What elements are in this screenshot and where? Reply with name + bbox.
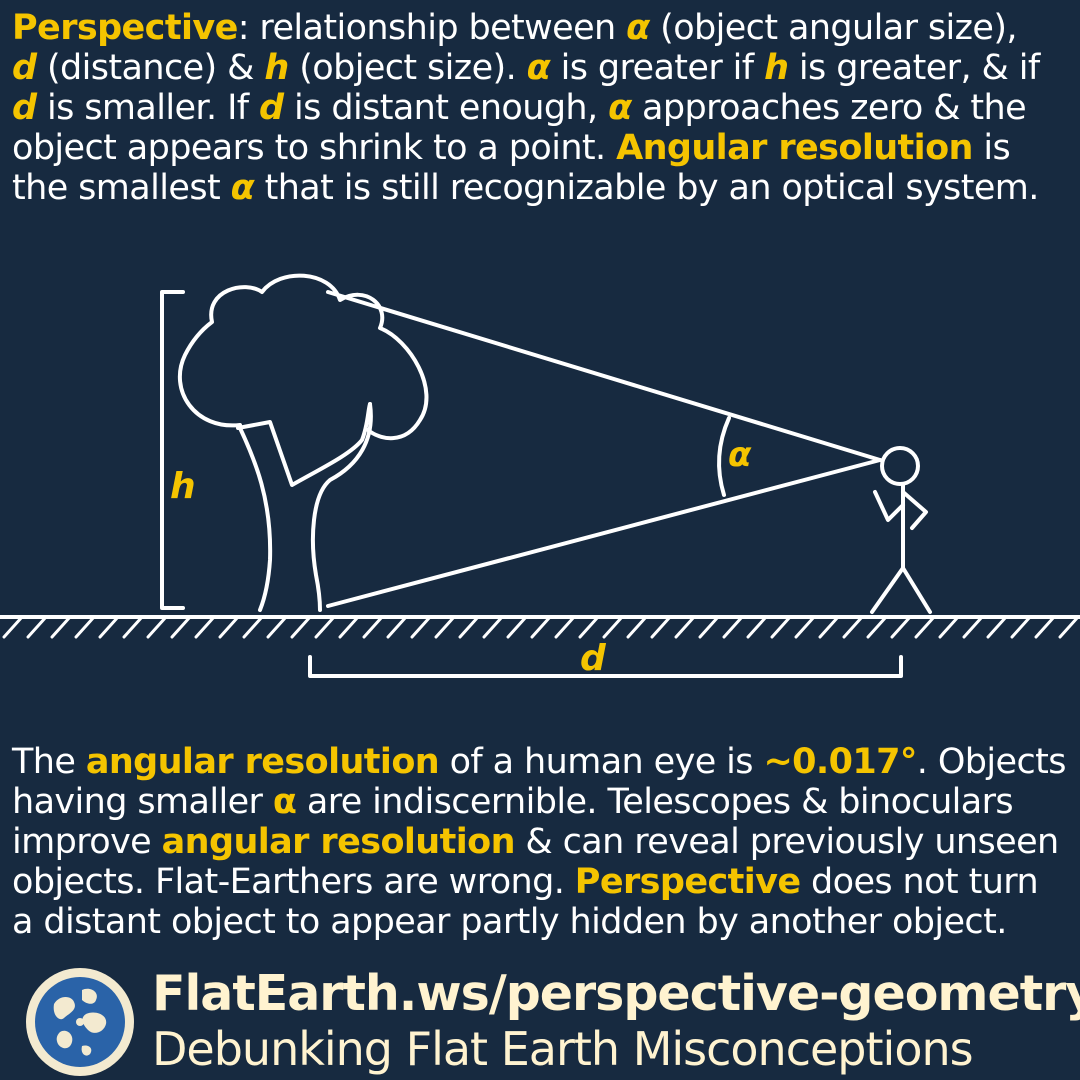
d-symbol: d xyxy=(12,48,37,88)
tree-trunk-left xyxy=(238,426,273,612)
outro-text: & can reveal previously unseen xyxy=(514,822,1059,862)
highlight-eye-resolution-value: ~0.017° xyxy=(763,742,917,782)
h-symbol: h xyxy=(764,48,789,88)
person-arm-left xyxy=(873,490,905,522)
d-bracket xyxy=(308,655,903,678)
intro-text: is xyxy=(972,128,1011,168)
tree-trunk-right xyxy=(311,402,373,612)
intro-text: (object size). xyxy=(288,48,527,88)
intro-text: (object angular size), xyxy=(649,8,1017,48)
outro-paragraph: The angular resolution of a human eye is… xyxy=(12,742,1072,942)
label-d: d xyxy=(580,638,607,679)
person-legs xyxy=(870,566,932,614)
outro-text: The xyxy=(12,742,86,782)
intro-text: that is still recognizable by an optical… xyxy=(254,168,1040,208)
outro-text: . Objects xyxy=(916,742,1067,782)
label-h: h xyxy=(170,466,196,507)
person-head xyxy=(880,446,920,486)
intro-text: is distant enough, xyxy=(283,88,609,128)
footer-tagline: Debunking Flat Earth Misconceptions xyxy=(152,1022,974,1076)
outro-text: objects. Flat-Earthers are wrong. xyxy=(12,862,575,902)
intro-text: (distance) & xyxy=(36,48,265,88)
outro-text: a distant object to appear partly hidden… xyxy=(12,902,1007,942)
outro-text: does not turn xyxy=(800,862,1039,902)
highlight-angular-resolution: angular resolution xyxy=(161,822,516,862)
alpha-symbol: α xyxy=(608,88,632,128)
person-arm-right xyxy=(901,490,928,530)
sight-line-top xyxy=(326,290,882,462)
alpha-arc xyxy=(717,416,731,497)
d-symbol: d xyxy=(12,88,37,128)
outro-text: improve xyxy=(12,822,162,862)
tree-crown xyxy=(178,273,429,441)
alpha-symbol: α xyxy=(626,8,650,48)
intro-text: object appears to shrink to a point. xyxy=(12,128,617,168)
flat-earth-globe-logo xyxy=(26,968,134,1076)
intro-text: is smaller. If xyxy=(36,88,260,128)
h-bracket xyxy=(160,290,185,610)
intro-text: the smallest xyxy=(12,168,231,208)
highlight-angular-resolution: angular resolution xyxy=(85,742,440,782)
intro-text: is greater, & if xyxy=(788,48,1040,88)
outro-text: of a human eye is xyxy=(439,742,764,782)
highlight-perspective: Perspective xyxy=(574,862,801,902)
alpha-symbol: α xyxy=(230,168,255,208)
highlight-angular-resolution: Angular resolution xyxy=(616,128,973,168)
intro-text: approaches zero & the xyxy=(631,88,1027,128)
intro-text: is greater if xyxy=(550,48,765,88)
alpha-symbol: α xyxy=(526,48,551,88)
alpha-symbol: α xyxy=(272,782,297,822)
perspective-diagram: h α d xyxy=(0,273,1080,679)
tree-trunk xyxy=(236,402,372,487)
d-symbol: d xyxy=(259,88,284,128)
outro-text: are indiscernible. Telescopes & binocula… xyxy=(296,782,1014,822)
outro-text: having smaller xyxy=(12,782,273,822)
footer-url[interactable]: FlatEarth.ws/perspective-geometry xyxy=(152,965,1080,1022)
h-symbol: h xyxy=(264,48,289,88)
intro-paragraph: Perspective: relationship between α (obj… xyxy=(12,8,1072,208)
label-alpha: α xyxy=(728,435,752,475)
sight-line-bottom xyxy=(326,458,882,608)
intro-text: : relationship between xyxy=(237,8,627,48)
ground-hatching xyxy=(2,615,1080,639)
highlight-perspective: Perspective xyxy=(12,8,238,48)
